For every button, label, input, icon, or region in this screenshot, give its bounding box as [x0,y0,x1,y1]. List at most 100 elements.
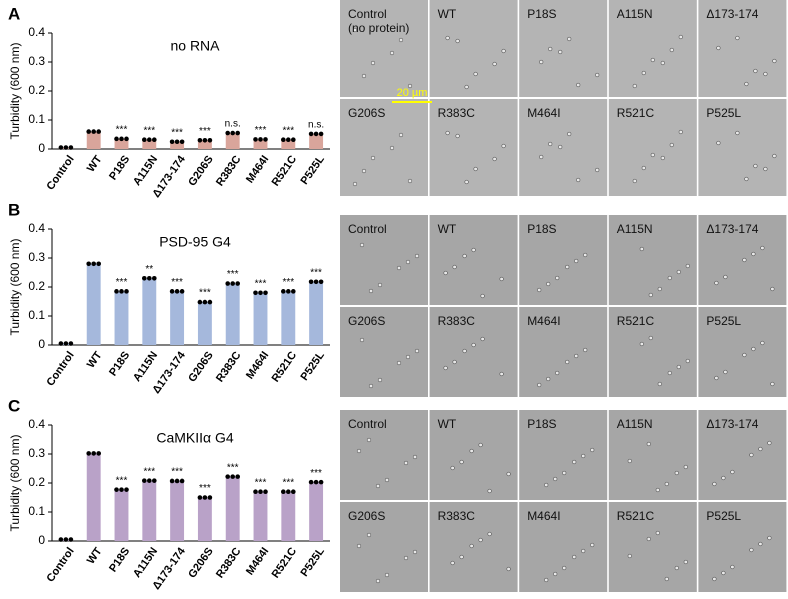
replicate-dot [286,289,291,294]
replicate-dot [230,130,235,136]
droplet [685,358,690,364]
x-tick-label: WT [85,153,105,174]
replicate-dot [179,289,185,294]
droplet [632,83,637,89]
replicate-dot [253,137,258,142]
panel-letter: A [8,4,20,23]
replicate-dot [68,145,74,150]
droplet [763,166,768,172]
replicate-dot [313,131,319,137]
image-label: A115N [617,7,653,21]
replicate-dot [202,299,208,305]
panel-letter: C [8,396,20,415]
droplet [450,465,455,471]
image-label: A115N [617,417,653,431]
micrograph [608,410,697,500]
droplet [469,543,474,549]
significance: *** [199,126,211,137]
droplet [669,47,674,53]
replicate-dot [318,279,324,285]
droplet [548,46,553,52]
y-tick-label: 0.1 [28,504,45,518]
droplet [352,181,358,187]
droplet [506,566,511,572]
y-tick-label: 0.2 [28,83,45,97]
droplet [546,376,551,382]
droplet [492,61,497,67]
image-label: P525L [706,314,741,328]
micrograph [340,307,428,397]
y-axis-label: Turbidity (600 nm) [8,239,22,336]
x-tick-label: P18S [107,546,132,575]
bar [142,278,157,345]
x-tick-label: Control [44,154,76,193]
micrograph [429,307,518,397]
droplet [459,459,464,465]
x-tick-label: A115N [131,545,160,579]
droplet [398,132,404,138]
droplet [501,48,506,54]
replicate-dot [58,537,64,542]
replicate-dot [174,289,180,294]
droplet [567,36,572,42]
significance: *** [282,277,294,288]
droplet [583,252,588,258]
bar [86,131,101,149]
x-tick-label: G206S [186,350,215,385]
droplet [678,34,683,40]
y-tick-label: 0.3 [28,250,45,264]
image-label: R383C [438,314,476,328]
y-tick-label: 0 [38,533,45,547]
y-tick-label: 0.4 [28,221,45,235]
x-tick-label: R521C [270,545,300,580]
replicate-dot [86,129,91,134]
image-label: P18S [527,417,556,431]
replicate-dot [286,489,291,495]
droplet [721,475,726,481]
replicate-dot [152,276,157,281]
replicate-dot [119,487,124,492]
x-tick-label: G206S [186,546,215,581]
replicate-dot [263,489,268,495]
replicate-dot [281,137,286,143]
droplet [487,531,492,537]
micrograph [340,99,428,196]
droplet [368,383,374,389]
droplet [459,554,464,560]
x-tick-label: G206S [186,154,215,189]
droplet [414,348,420,354]
replicate-dot [63,537,69,542]
replicate-dot [207,138,213,143]
droplet [583,347,588,353]
droplet [753,163,758,169]
significance: *** [171,467,183,478]
significance: *** [310,468,322,479]
droplet [501,143,506,149]
droplet [641,165,646,171]
significance: n.s. [308,120,324,131]
significance: *** [143,125,155,136]
replicate-dot [96,129,101,134]
significance: *** [255,278,267,289]
droplet [758,541,763,547]
x-tick-label: A115N [131,349,160,383]
image-label: Control [348,7,387,21]
x-tick-label: R383C [214,545,244,580]
y-tick-label: 0.1 [28,112,45,126]
droplet [581,548,586,554]
replicate-dot [142,478,147,483]
x-tick-label: Control [44,546,76,585]
micrograph [429,410,518,500]
replicate-dot [114,487,119,492]
micrograph [519,307,608,397]
droplet [760,245,765,251]
replicate-dot [235,130,240,136]
significance: *** [310,267,322,278]
droplet [384,477,390,483]
micrograph [608,215,697,305]
significance: *** [116,277,128,288]
bar [309,133,324,149]
image-label: Δ173-174 [706,417,758,431]
droplet [375,483,381,489]
bar [197,497,212,541]
